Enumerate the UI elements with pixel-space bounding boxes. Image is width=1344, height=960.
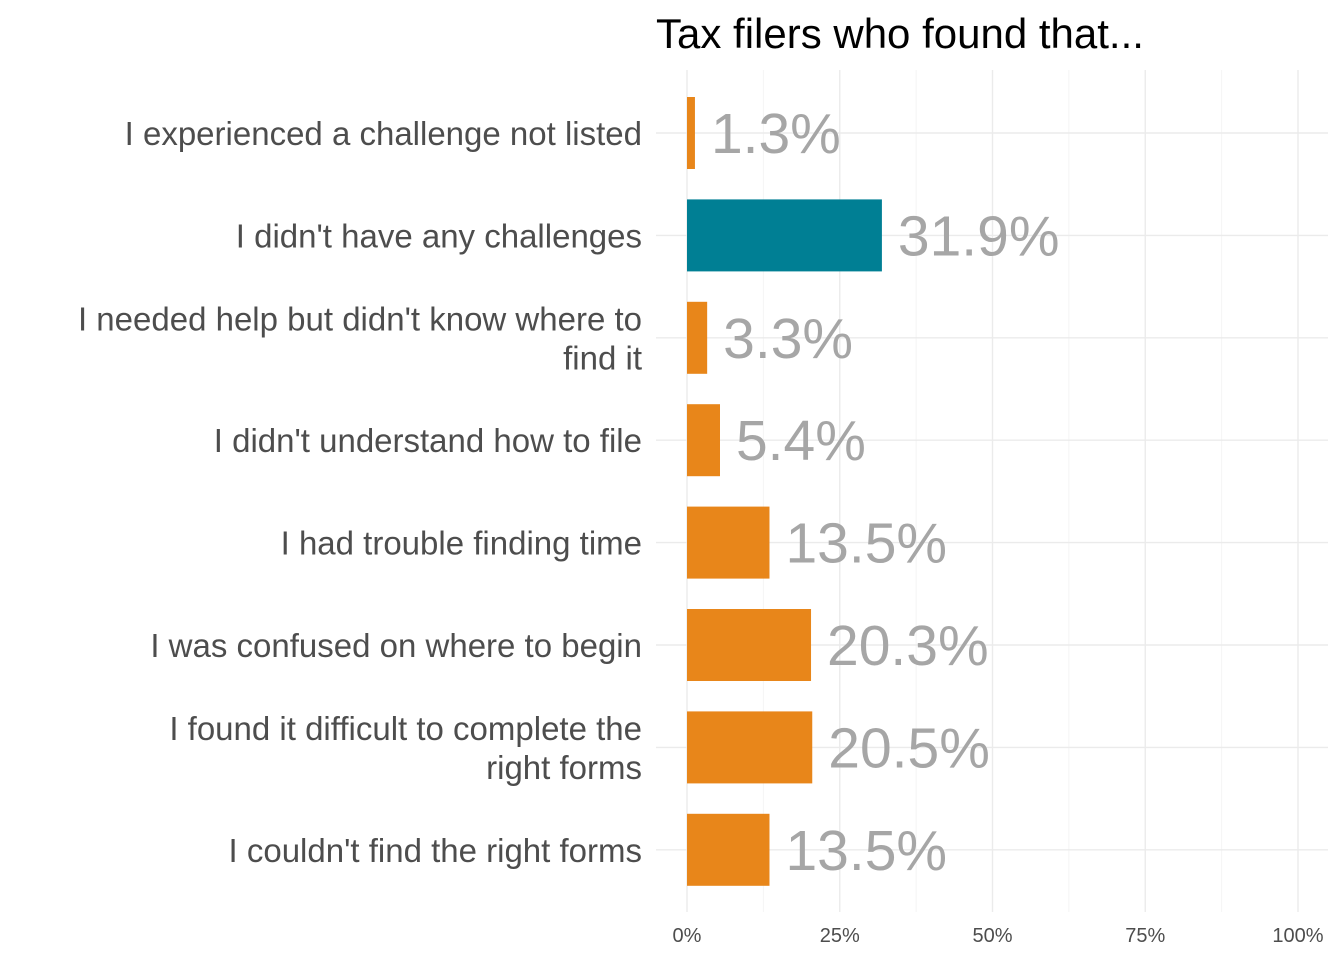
category-label-line: I didn't have any challenges — [236, 217, 642, 254]
data-label: 13.5% — [785, 819, 947, 883]
category-label-line: I needed help but didn't know where to — [78, 300, 642, 337]
data-label: 5.4% — [736, 409, 866, 473]
bar — [687, 301, 708, 374]
category-label: I didn't have any challenges — [236, 217, 642, 254]
category-label: I found it difficult to complete the righ… — [169, 710, 642, 786]
x-tick-label: 25% — [820, 925, 860, 947]
category-label: I had trouble finding time — [281, 525, 642, 562]
category-label: I experienced a challenge not listed — [125, 115, 642, 152]
category-label: I didn't understand how to file — [214, 422, 642, 459]
grid-layer — [656, 70, 1328, 912]
category-label-line: I experienced a challenge not listed — [125, 115, 642, 152]
category-label: I needed help but didn't know where to fi… — [78, 300, 642, 376]
category-label-line: I was confused on where to begin — [150, 627, 642, 664]
data-label: 13.5% — [785, 512, 947, 576]
category-label-line: I didn't understand how to file — [214, 422, 642, 459]
bar — [687, 97, 695, 169]
category-label: I couldn't find the right forms — [229, 832, 643, 869]
category-label-line: right forms — [486, 749, 642, 786]
bar-layer — [687, 97, 882, 886]
x-tick-label: 100% — [1272, 925, 1323, 947]
category-label-line: find it — [563, 339, 642, 376]
bar — [687, 711, 813, 784]
category-label: I was confused on where to begin — [150, 627, 642, 664]
bar — [687, 506, 770, 579]
x-tick-label: 50% — [972, 925, 1012, 947]
bar — [687, 199, 882, 272]
category-label-line: I had trouble finding time — [281, 525, 642, 562]
data-label: 20.3% — [827, 614, 989, 678]
data-label: 31.9% — [898, 204, 1060, 268]
x-tick-label: 75% — [1125, 925, 1165, 947]
category-label-line: I found it difficult to complete the — [169, 710, 642, 747]
bar — [687, 404, 720, 477]
data-label: 1.3% — [711, 102, 841, 166]
data-label: 3.3% — [723, 307, 853, 371]
x-tick-label: 0% — [673, 925, 702, 947]
chart-title: Tax filers who found that... — [656, 10, 1144, 57]
data-label: 20.5% — [828, 716, 990, 780]
bar — [687, 813, 770, 886]
bar — [687, 609, 812, 681]
category-label-line: I couldn't find the right forms — [229, 832, 643, 869]
label-layer: 0% 25% 50% 75% 100% 1.3% I experienced a chall… — [78, 102, 1324, 947]
